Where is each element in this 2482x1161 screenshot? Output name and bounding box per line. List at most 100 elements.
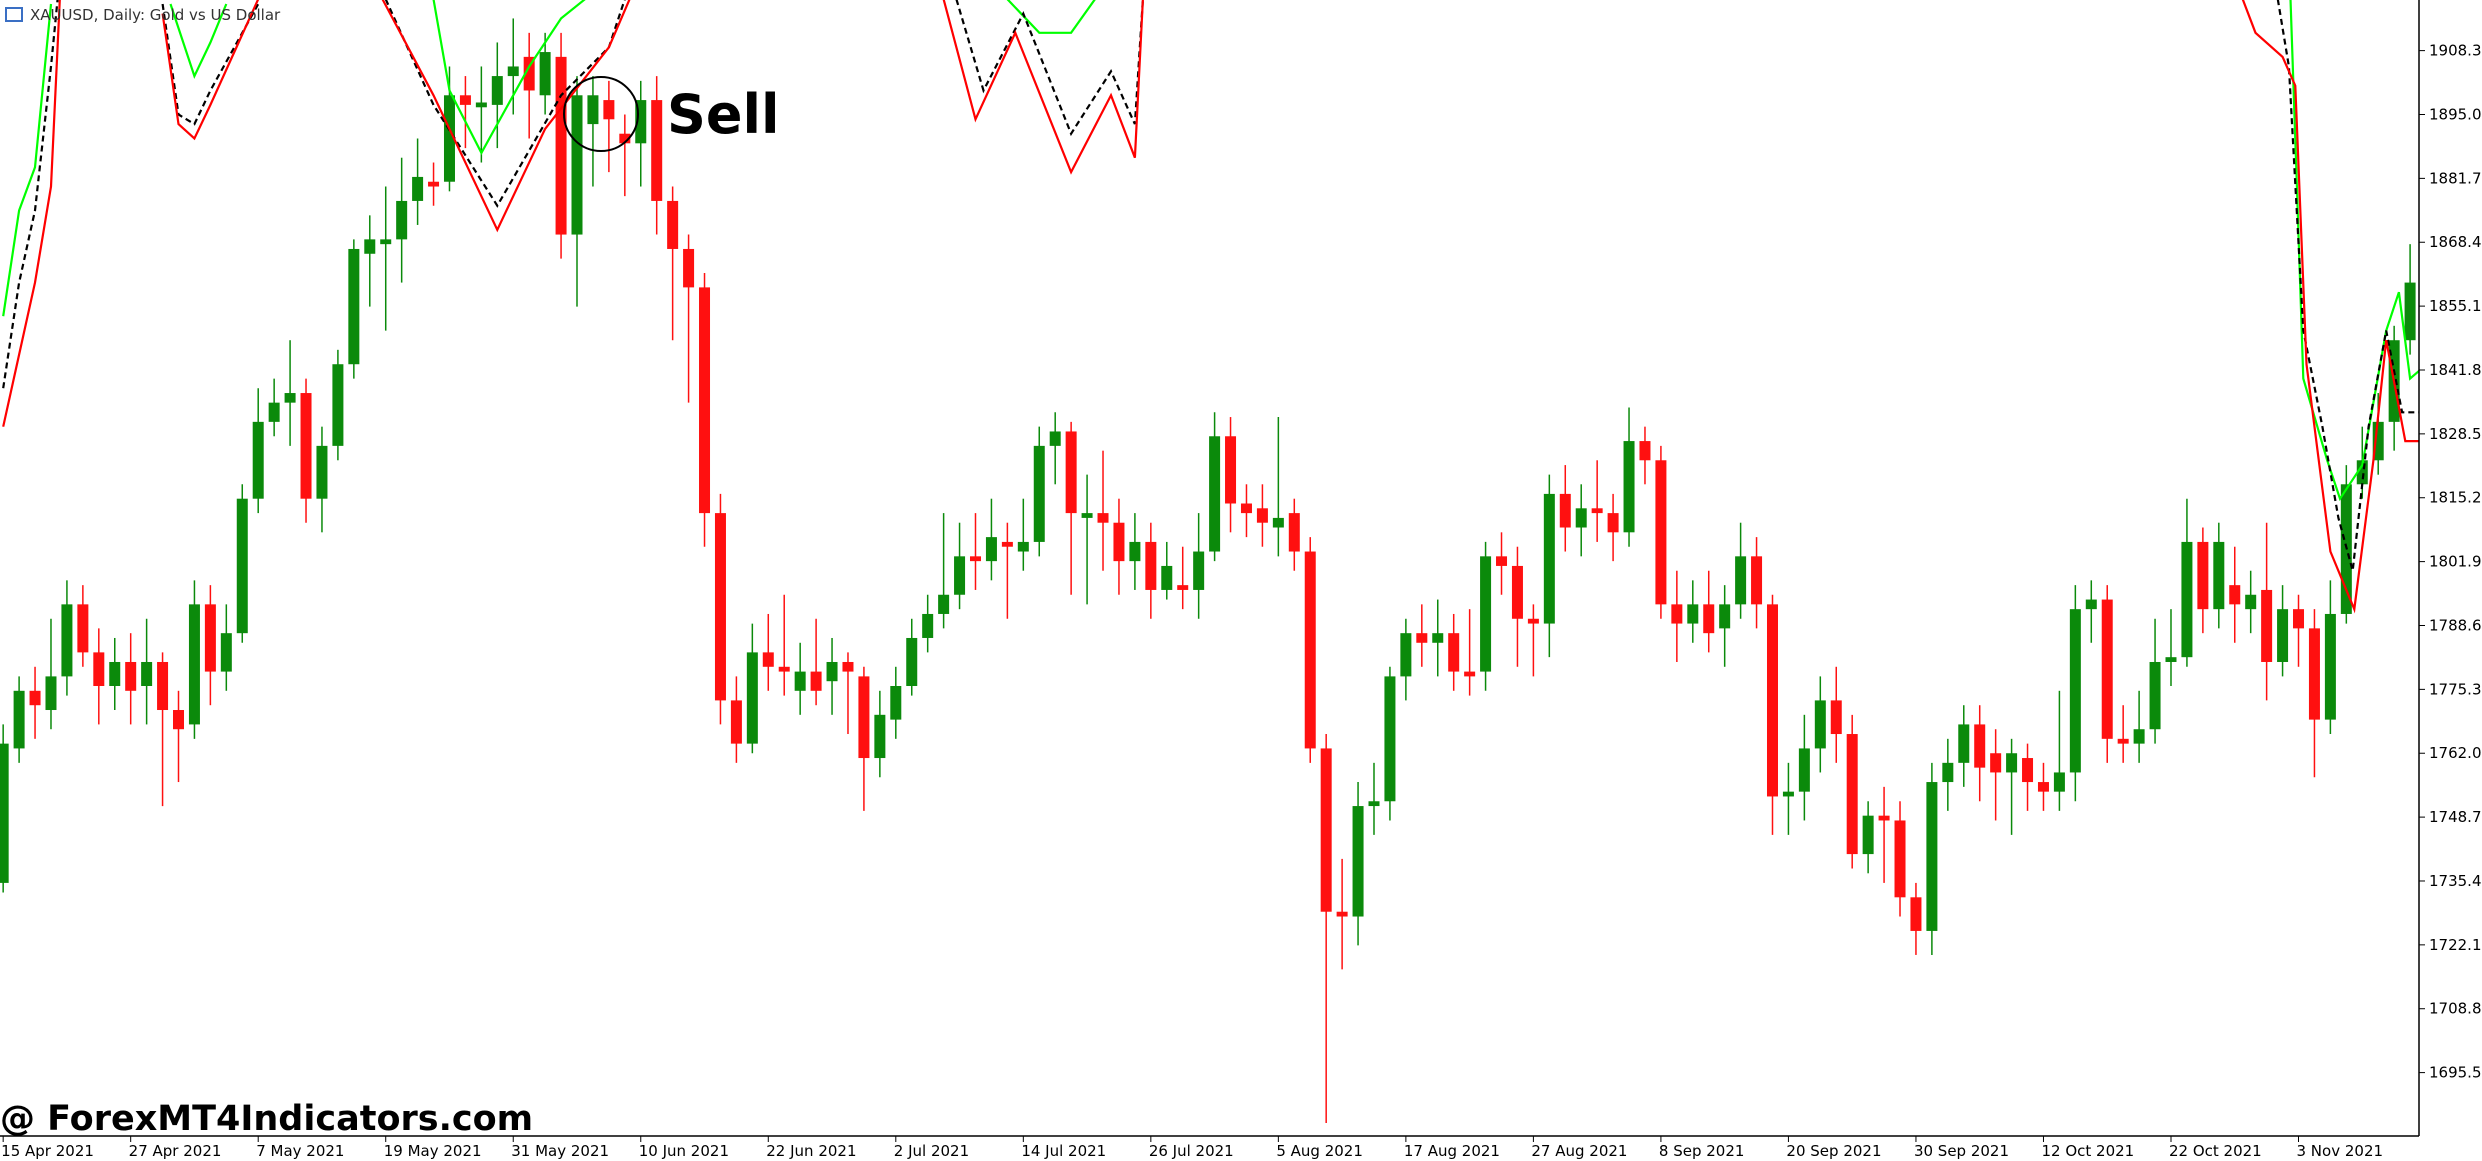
candle-body <box>252 421 264 499</box>
candle-body <box>1288 513 1300 552</box>
y-tick-label: 1722.10 <box>2429 936 2482 954</box>
candle-body <box>619 133 631 144</box>
y-tick-label: 1748.70 <box>2429 808 2482 826</box>
candle-body <box>1862 815 1874 855</box>
candle-body <box>459 95 471 105</box>
candle-body <box>2293 609 2305 629</box>
x-tick-label: 8 Sep 2021 <box>1659 1142 1745 1160</box>
candle-body <box>45 676 57 711</box>
candle-body <box>1017 541 1029 552</box>
candle-body <box>1384 676 1396 802</box>
candle-body <box>523 56 535 91</box>
candle-body <box>1256 508 1268 523</box>
x-tick-label: 10 Jun 2021 <box>639 1142 729 1160</box>
candle-body <box>874 714 886 759</box>
candle-body <box>1719 604 1731 629</box>
candle-body <box>475 102 487 108</box>
candle-body <box>603 100 615 120</box>
candle-body <box>571 95 583 235</box>
candle-body <box>1113 522 1125 562</box>
candle-body <box>236 498 248 634</box>
y-tick-label: 1908.30 <box>2429 42 2482 60</box>
y-tick-label: 1735.40 <box>2429 872 2482 890</box>
candle-body <box>77 604 89 653</box>
candle-body <box>173 710 185 730</box>
candle-body <box>1081 513 1093 518</box>
candle-body <box>1607 513 1619 533</box>
candle-body <box>1878 815 1890 821</box>
candle-body <box>746 652 758 744</box>
candle-body <box>539 52 551 96</box>
candle-body <box>1368 801 1380 807</box>
indicator-line <box>432 0 586 156</box>
candle-body <box>1639 441 1651 461</box>
candle-body <box>1894 820 1906 898</box>
candle-body <box>714 513 726 701</box>
candle-body <box>300 393 312 499</box>
candle-body <box>125 661 137 691</box>
indicator-line <box>2241 0 2419 614</box>
x-tick-label: 17 Aug 2021 <box>1404 1142 1500 1160</box>
candle-body <box>316 445 328 499</box>
candle-body <box>2165 657 2177 662</box>
x-tick-label: 14 Jul 2021 <box>1021 1142 1106 1160</box>
candle-body <box>1814 700 1826 749</box>
indicator-line <box>161 0 260 141</box>
y-tick-label: 1695.50 <box>2429 1064 2482 1082</box>
y-tick-label: 1855.10 <box>2429 297 2482 315</box>
candle-body <box>1751 556 1763 605</box>
candle-body <box>778 666 790 672</box>
candle-body <box>2277 609 2289 662</box>
candle-body <box>2181 541 2193 658</box>
candle-body <box>188 604 200 725</box>
candle-body <box>762 652 774 667</box>
candle-body <box>1033 445 1045 542</box>
candle-body <box>1097 513 1109 523</box>
indicator-line <box>955 0 1144 137</box>
indicator-line <box>161 3 260 126</box>
candle-body <box>0 743 9 883</box>
candle-body <box>1464 671 1476 677</box>
x-tick-label: 12 Oct 2021 <box>2041 1142 2134 1160</box>
candle-body <box>1703 604 1715 634</box>
chart-header: XAUUSD, Daily: Gold vs US Dollar <box>30 6 281 24</box>
candle-body <box>906 637 918 686</box>
candle-body <box>858 676 870 759</box>
y-tick-label: 1895.00 <box>2429 105 2482 123</box>
candle-body <box>587 95 599 125</box>
candle-body <box>730 700 742 744</box>
candle-body <box>1782 791 1794 797</box>
y-tick-label: 1881.70 <box>2429 169 2482 187</box>
candle-body <box>938 594 950 614</box>
candle-body <box>1735 556 1747 605</box>
indicator-line <box>169 3 228 80</box>
indicator-line <box>942 0 1144 175</box>
candle-body <box>1926 782 1938 931</box>
candle-body <box>985 537 997 562</box>
candle-body <box>1687 604 1699 624</box>
candle-body <box>1240 503 1252 514</box>
candle-body <box>13 690 25 749</box>
candle-body <box>1049 431 1061 446</box>
y-tick-label: 1815.20 <box>2429 489 2482 507</box>
y-tick-label: 1708.80 <box>2429 1000 2482 1018</box>
x-tick-label: 22 Jun 2021 <box>766 1142 856 1160</box>
candle-body <box>2404 282 2416 341</box>
indicator-line <box>2 0 59 389</box>
candle-body <box>794 671 806 691</box>
candle-body <box>1480 556 1492 672</box>
candle-body <box>1575 508 1587 528</box>
candle-body <box>1623 441 1635 533</box>
candle-body <box>2261 589 2273 662</box>
y-tick-label: 1868.40 <box>2429 233 2482 251</box>
candle-body <box>1129 541 1141 562</box>
candle-body <box>507 66 519 77</box>
candle-body <box>555 56 567 235</box>
candle-body <box>1511 565 1523 619</box>
x-tick-label: 26 Jul 2021 <box>1149 1142 1234 1160</box>
candle-body <box>1798 748 1810 792</box>
candle-body <box>491 76 503 105</box>
indicator-line <box>2 3 53 317</box>
candle-body <box>332 364 344 446</box>
